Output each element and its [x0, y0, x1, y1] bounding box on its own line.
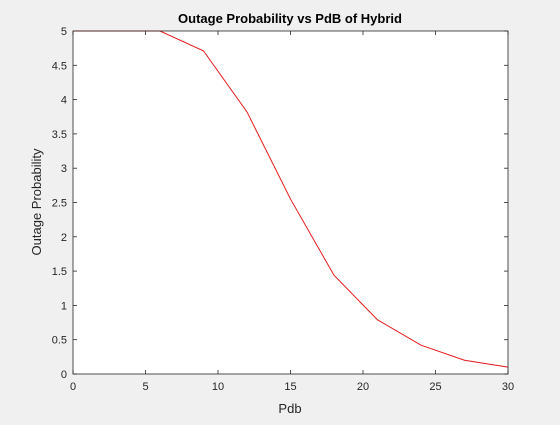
x-tick-label: 25	[429, 381, 441, 393]
y-tick-label: 0	[61, 369, 67, 381]
x-tick-label: 15	[284, 381, 296, 393]
y-tick-label: 4	[61, 95, 67, 107]
plot-area	[73, 31, 508, 374]
y-tick-label: 4.5	[52, 60, 67, 72]
y-tick-label: 1	[61, 300, 67, 312]
x-tick-label: 30	[502, 381, 514, 393]
y-tick-label: 1.5	[52, 266, 67, 278]
axes-box	[72, 30, 509, 375]
x-tick-label: 5	[142, 381, 148, 393]
x-axis-label: Pdb	[278, 401, 301, 416]
x-tick-label: 10	[212, 381, 224, 393]
x-tick-label: 0	[70, 381, 76, 393]
x-tick-label: 20	[357, 381, 369, 393]
y-tick-label: 2.5	[52, 198, 67, 210]
y-tick-label: 5	[61, 26, 67, 38]
y-tick-label: 3	[61, 163, 67, 175]
y-axis-label: Outage Probability	[29, 148, 44, 255]
chart-title: Outage Probability vs PdB of Hybrid	[178, 11, 402, 26]
y-tick-label: 3.5	[52, 129, 67, 141]
y-tick-label: 0.5	[52, 335, 67, 347]
y-tick-label: 2	[61, 232, 67, 244]
